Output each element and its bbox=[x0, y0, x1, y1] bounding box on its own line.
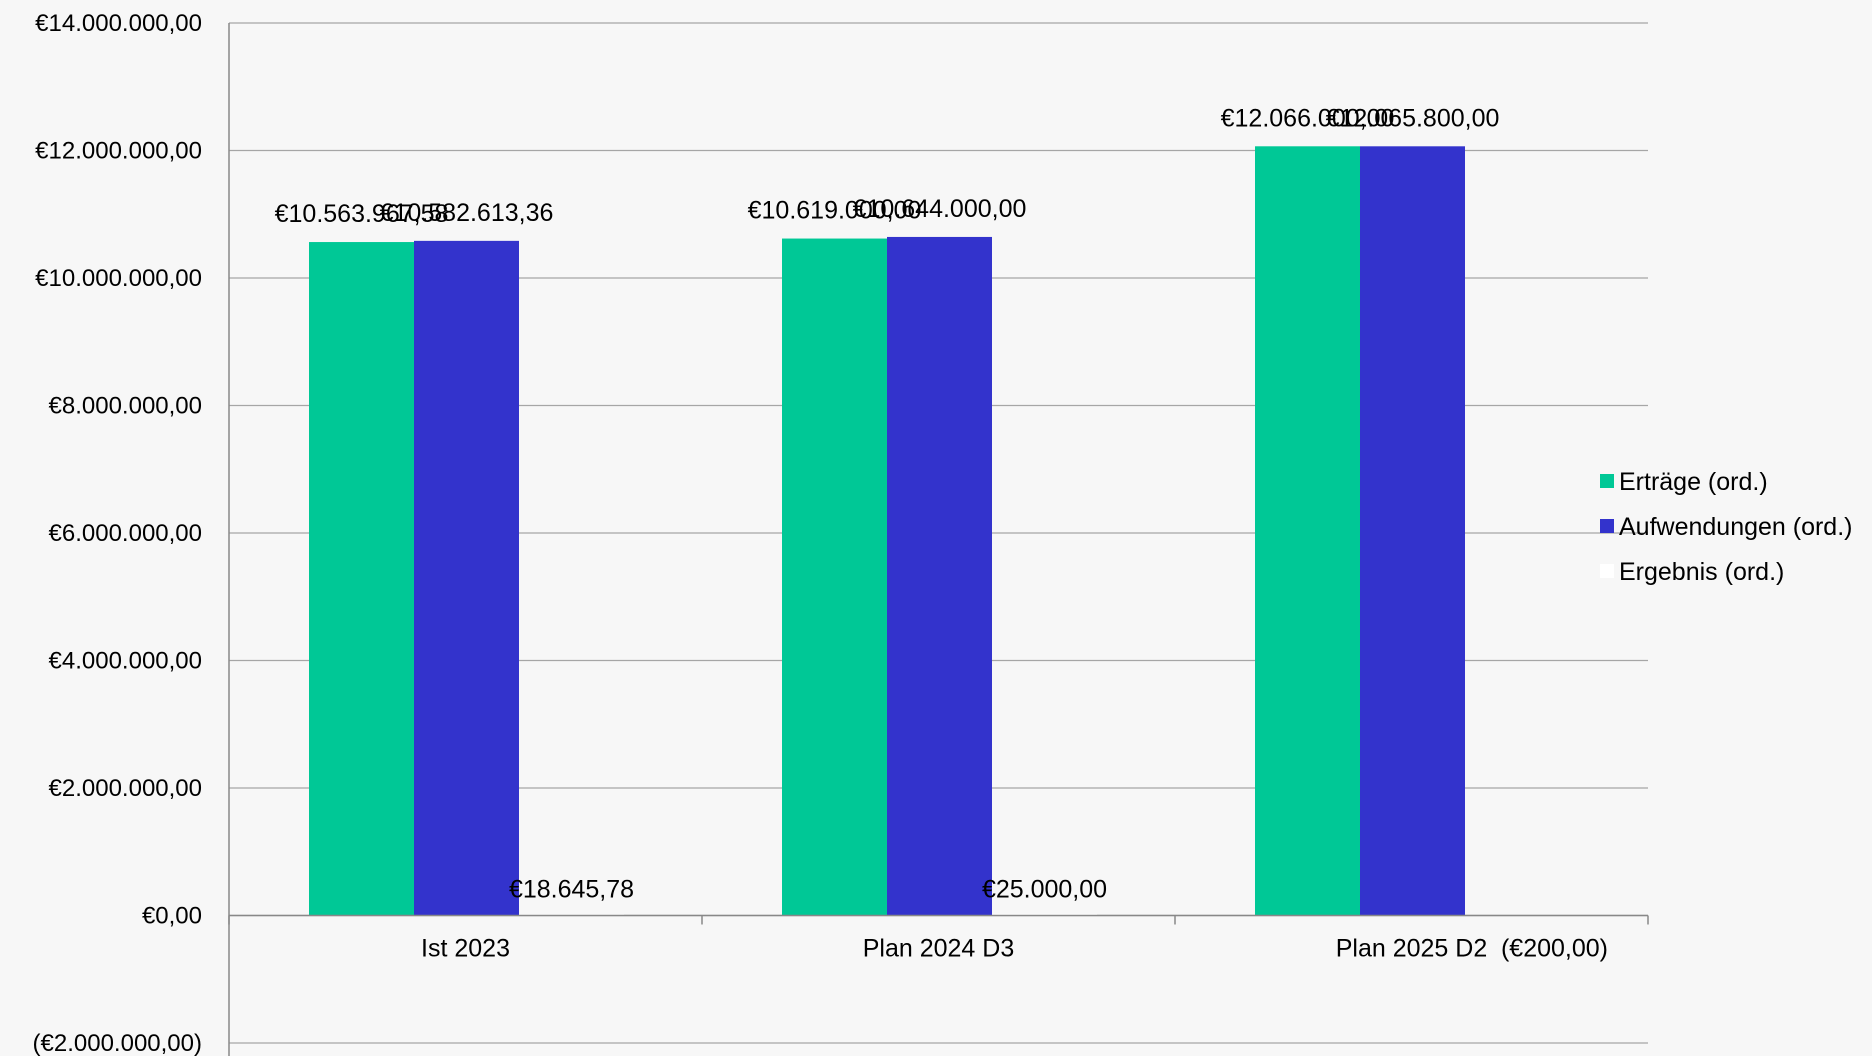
y-tick-label: €6.000.000,00 bbox=[49, 520, 202, 547]
y-tick-label: €12.000.000,00 bbox=[35, 138, 202, 165]
legend-label: Aufwendungen (ord.) bbox=[1619, 513, 1852, 541]
bar bbox=[309, 242, 414, 916]
y-axis-tick-labels: (€2.000.000,00) €0,00 €2.000.000,00 €4.000.… bbox=[33, 10, 202, 1056]
bar bbox=[887, 236, 992, 916]
x-tick-label: Plan 2025 D2 bbox=[1336, 935, 1488, 963]
x-axis-tick-labels: Ist 2023 Plan 2024 D3 Plan 2025 D2 bbox=[421, 935, 1487, 963]
data-labels: €10.563.967,58€10.582.613,36 €18.645,78 €1… bbox=[275, 104, 1608, 962]
axes bbox=[228, 23, 1649, 1056]
bars bbox=[309, 146, 1570, 916]
y-tick-label: €4.000.000,00 bbox=[49, 648, 202, 675]
y-tick-label: (€2.000.000,00) bbox=[33, 1030, 202, 1056]
y-tick-label: €10.000.000,00 bbox=[35, 265, 202, 292]
data-label: €10.619.000,00 bbox=[748, 197, 922, 225]
data-label: €10.644.000,00 bbox=[853, 195, 1027, 223]
legend-swatch bbox=[1600, 519, 1614, 533]
legend-swatch bbox=[1600, 564, 1614, 578]
legend-label: Ergebnis (ord.) bbox=[1619, 558, 1784, 586]
data-label: (€200,00) bbox=[1501, 935, 1608, 963]
data-label: €10.563.967,58 bbox=[275, 200, 449, 228]
y-tick-label: €14.000.000,00 bbox=[35, 10, 202, 37]
bar bbox=[782, 238, 887, 916]
data-label: €12.065.800,00 bbox=[1326, 104, 1500, 132]
y-tick-label: €2.000.000,00 bbox=[49, 775, 202, 802]
bar bbox=[414, 240, 519, 916]
y-tick-label: €0,00 bbox=[142, 903, 202, 930]
legend-swatch bbox=[1600, 474, 1614, 488]
bar bbox=[1360, 146, 1465, 916]
bar bbox=[1255, 146, 1360, 916]
data-label: €12.066.000,00 bbox=[1221, 104, 1395, 132]
legend: Erträge (ord.) Aufwendungen (ord.) Ergebni… bbox=[1600, 468, 1852, 586]
x-tick-label: Plan 2024 D3 bbox=[863, 935, 1015, 963]
y-tick-label: €8.000.000,00 bbox=[49, 393, 202, 420]
bar bbox=[992, 913, 1097, 916]
legend-label: Erträge (ord.) bbox=[1619, 468, 1768, 496]
data-label: €18.645,78 bbox=[509, 876, 634, 904]
x-tick-label: Ist 2023 bbox=[421, 935, 510, 963]
data-label: €10.582.613,36 bbox=[380, 199, 554, 227]
data-label: €25.000,00 bbox=[982, 876, 1107, 904]
